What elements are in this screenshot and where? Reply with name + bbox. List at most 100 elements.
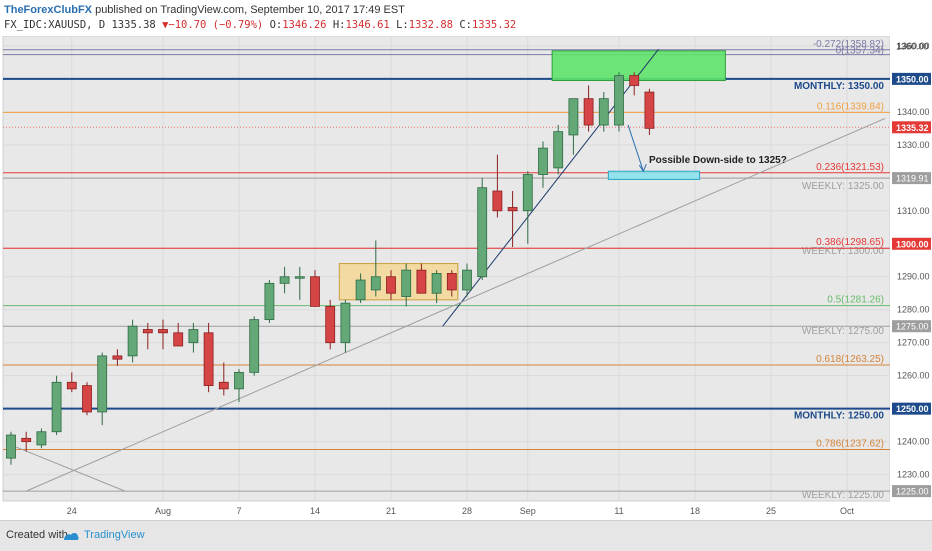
time-tick-label: 24: [67, 506, 77, 516]
chart-header: TheForexClubFX published on TradingView.…: [0, 0, 932, 36]
candle-body: [310, 276, 320, 307]
down-trendline[interactable]: [10, 444, 126, 492]
candle-body: [158, 329, 168, 334]
candle-body: [127, 325, 138, 357]
candle[interactable]: [446, 270, 457, 297]
candle[interactable]: [21, 431, 32, 452]
candle-body: [538, 147, 548, 175]
tradingview-brand[interactable]: TradingView: [84, 529, 145, 541]
candle[interactable]: [644, 88, 655, 135]
price-tick-label: 1360.00: [897, 41, 930, 51]
candle-body: [568, 98, 579, 136]
candle[interactable]: [264, 280, 275, 323]
price-axis-badge: [892, 172, 931, 185]
candle[interactable]: [127, 319, 138, 363]
price-axis-badge-label: 1350.00: [896, 74, 929, 84]
candle-body: [416, 269, 427, 294]
candle[interactable]: [112, 349, 123, 366]
candle[interactable]: [82, 382, 92, 416]
candle[interactable]: [158, 319, 168, 350]
candle-body: [325, 306, 336, 344]
candle-body: [598, 98, 609, 126]
candle[interactable]: [431, 270, 442, 304]
candle[interactable]: [294, 266, 305, 300]
candle-body: [203, 332, 214, 386]
monthly-1350-label: MONTHLY: 1350.00: [794, 81, 884, 92]
candle[interactable]: [583, 85, 594, 132]
candle[interactable]: [51, 375, 62, 436]
candle[interactable]: [218, 362, 229, 396]
price-chart[interactable]: MONTHLY: 1350.00 MONTHLY: 1250.00 WEEKLY: …: [0, 36, 932, 520]
candle-body: [492, 190, 503, 212]
price-axis-badge-label: 1250.00: [896, 404, 929, 414]
time-axis[interactable]: [0, 502, 932, 520]
candle-body: [553, 131, 564, 169]
candle[interactable]: [386, 270, 396, 300]
fib-level-label: 0.236(1321.53): [816, 162, 884, 173]
candle[interactable]: [203, 322, 214, 393]
candle[interactable]: [598, 92, 609, 132]
candle-body: [234, 371, 244, 390]
candle[interactable]: [416, 263, 427, 294]
price-axis-badge-label: 1225.00: [896, 487, 929, 497]
price-axis-badge: [892, 485, 931, 498]
candle-body: [583, 98, 594, 126]
price-tick-label: 1240.00: [897, 437, 930, 447]
time-tick-label: 11: [614, 506, 623, 516]
candle[interactable]: [462, 263, 472, 297]
high-label: H:: [332, 19, 346, 31]
candle[interactable]: [66, 372, 77, 393]
candle[interactable]: [370, 240, 381, 297]
candle[interactable]: [629, 72, 640, 96]
candle[interactable]: [492, 154, 503, 218]
candle[interactable]: [97, 352, 108, 426]
candle[interactable]: [401, 263, 412, 307]
candle[interactable]: [568, 98, 579, 155]
created-with-text: Created with: [6, 529, 68, 541]
candle[interactable]: [538, 141, 548, 188]
candle[interactable]: [325, 299, 336, 350]
candle[interactable]: [234, 369, 244, 403]
time-tick-label: 18: [690, 506, 700, 516]
footer-bar: Created with TradingView: [0, 520, 932, 551]
time-tick-label: 28: [462, 506, 472, 516]
time-tick-label: Aug: [155, 506, 171, 516]
candle[interactable]: [507, 191, 518, 248]
candle[interactable]: [173, 322, 184, 347]
price-axis-badge-label: 1335.32: [896, 123, 929, 133]
candle-body: [51, 381, 62, 433]
candle[interactable]: [340, 299, 351, 353]
price-tick-label: 1260.00: [897, 371, 930, 381]
candle[interactable]: [36, 428, 47, 449]
candle[interactable]: [310, 270, 320, 307]
target-zone[interactable]: [607, 170, 701, 180]
candle-body: [249, 319, 260, 373]
long-trendline[interactable]: [26, 117, 886, 492]
price-axis-badge-label: 1360.00: [896, 41, 929, 51]
candle[interactable]: [355, 273, 366, 304]
candle[interactable]: [279, 266, 290, 294]
candle-body: [36, 431, 47, 446]
price-axis-badge: [892, 402, 931, 415]
candle[interactable]: [614, 72, 624, 132]
candle[interactable]: [477, 177, 488, 281]
candle[interactable]: [188, 322, 199, 353]
candle-body: [431, 273, 442, 294]
price-axis[interactable]: [890, 36, 932, 501]
candle[interactable]: [6, 431, 16, 465]
candle[interactable]: [522, 171, 533, 244]
price-axis-badge-label: 1319.91: [896, 174, 929, 184]
candle[interactable]: [553, 125, 564, 175]
candle-body: [370, 276, 381, 291]
candle[interactable]: [249, 316, 260, 376]
candle-body: [477, 187, 488, 278]
fib-level-label: 0.618(1263.25): [816, 354, 884, 365]
candle[interactable]: [142, 322, 153, 350]
high-value: 1346.61: [345, 19, 390, 31]
candle-body: [82, 385, 92, 413]
fib-level-label: 0.386(1298.65): [816, 237, 884, 248]
candle-body: [401, 269, 412, 297]
close-label: C:: [459, 19, 472, 31]
price-axis-badge: [892, 320, 931, 333]
author-link[interactable]: TheForexClubFX: [4, 4, 93, 16]
